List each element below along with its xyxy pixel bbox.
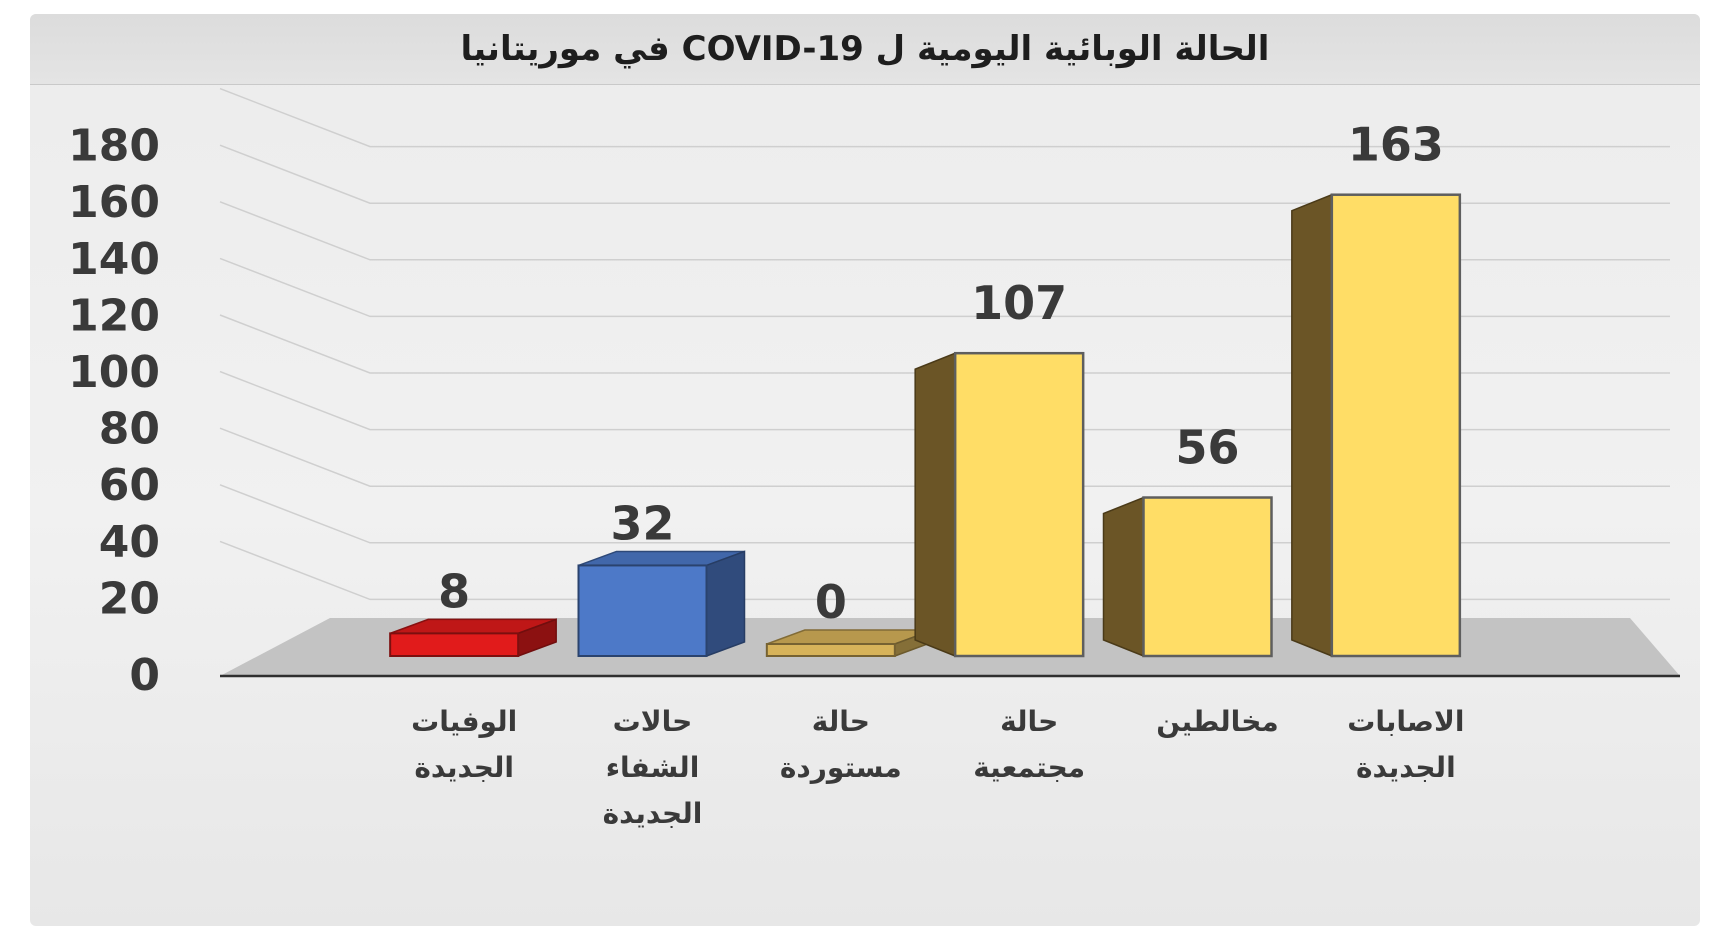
category-label: مخالطين (1156, 705, 1278, 738)
bar-front-face (389, 632, 520, 657)
gridline (219, 314, 1670, 374)
chart-frame: الحالة الوبائية اليومية ل COVID-19 في مو… (30, 14, 1700, 926)
bar-front-face (1330, 193, 1462, 658)
bars (389, 193, 1462, 658)
bar (389, 618, 557, 658)
y-tick-label: 0 (129, 650, 160, 701)
bar-front-face (577, 564, 708, 657)
bar-front-face (953, 351, 1085, 658)
y-tick-label: 40 (99, 517, 160, 568)
bar-front-face (1142, 496, 1273, 658)
data-label: 56 (1175, 421, 1239, 475)
y-tick-label: 20 (99, 573, 160, 624)
bar-side-face (914, 352, 956, 658)
bar (914, 351, 1085, 658)
category-label: الوفيات الجديدة (411, 705, 517, 784)
gridline (219, 144, 1670, 204)
bar-side-face (705, 550, 746, 658)
chart-title: الحالة الوبائية اليومية ل COVID-19 في مو… (460, 29, 1270, 69)
y-tick-label: 140 (68, 234, 160, 285)
gridline (219, 427, 1670, 487)
gridline (219, 257, 1670, 318)
category-labels: الوفيات الجديدة حالات الشفاء الجديدة حالة مستو… (411, 705, 1464, 830)
gridline (219, 201, 1670, 261)
y-tick-label: 80 (99, 404, 160, 455)
title-bar: الحالة الوبائية اليومية ل COVID-19 في مو… (30, 14, 1700, 85)
y-tick-label: 60 (99, 460, 160, 511)
data-label: 163 (1348, 118, 1444, 172)
category-label: حالة مستوردة (780, 705, 902, 784)
y-tick-label: 180 (68, 121, 160, 172)
data-label: 8 (438, 564, 470, 618)
bar (1102, 496, 1273, 658)
bar (577, 550, 746, 658)
gridline (219, 370, 1670, 431)
y-tick-label: 100 (68, 347, 160, 398)
bar-side-face (1291, 193, 1333, 658)
category-label: حالات الشفاء الجديدة (603, 705, 703, 830)
category-label: حالة مجتمعية (973, 705, 1085, 784)
data-label: 32 (610, 496, 674, 550)
bar (1291, 193, 1462, 658)
category-label: الاصابات الجديدة (1347, 705, 1464, 784)
data-label: 0 (815, 575, 847, 629)
data-labels: 8 32 0 107 56 163 (438, 118, 1444, 629)
y-tick-label: 120 (68, 290, 160, 341)
y-tick-label: 160 (68, 177, 160, 228)
gridline (219, 87, 1670, 148)
data-label: 107 (971, 276, 1067, 330)
bar-front-face (765, 643, 896, 657)
bar-side-face (1102, 496, 1145, 658)
